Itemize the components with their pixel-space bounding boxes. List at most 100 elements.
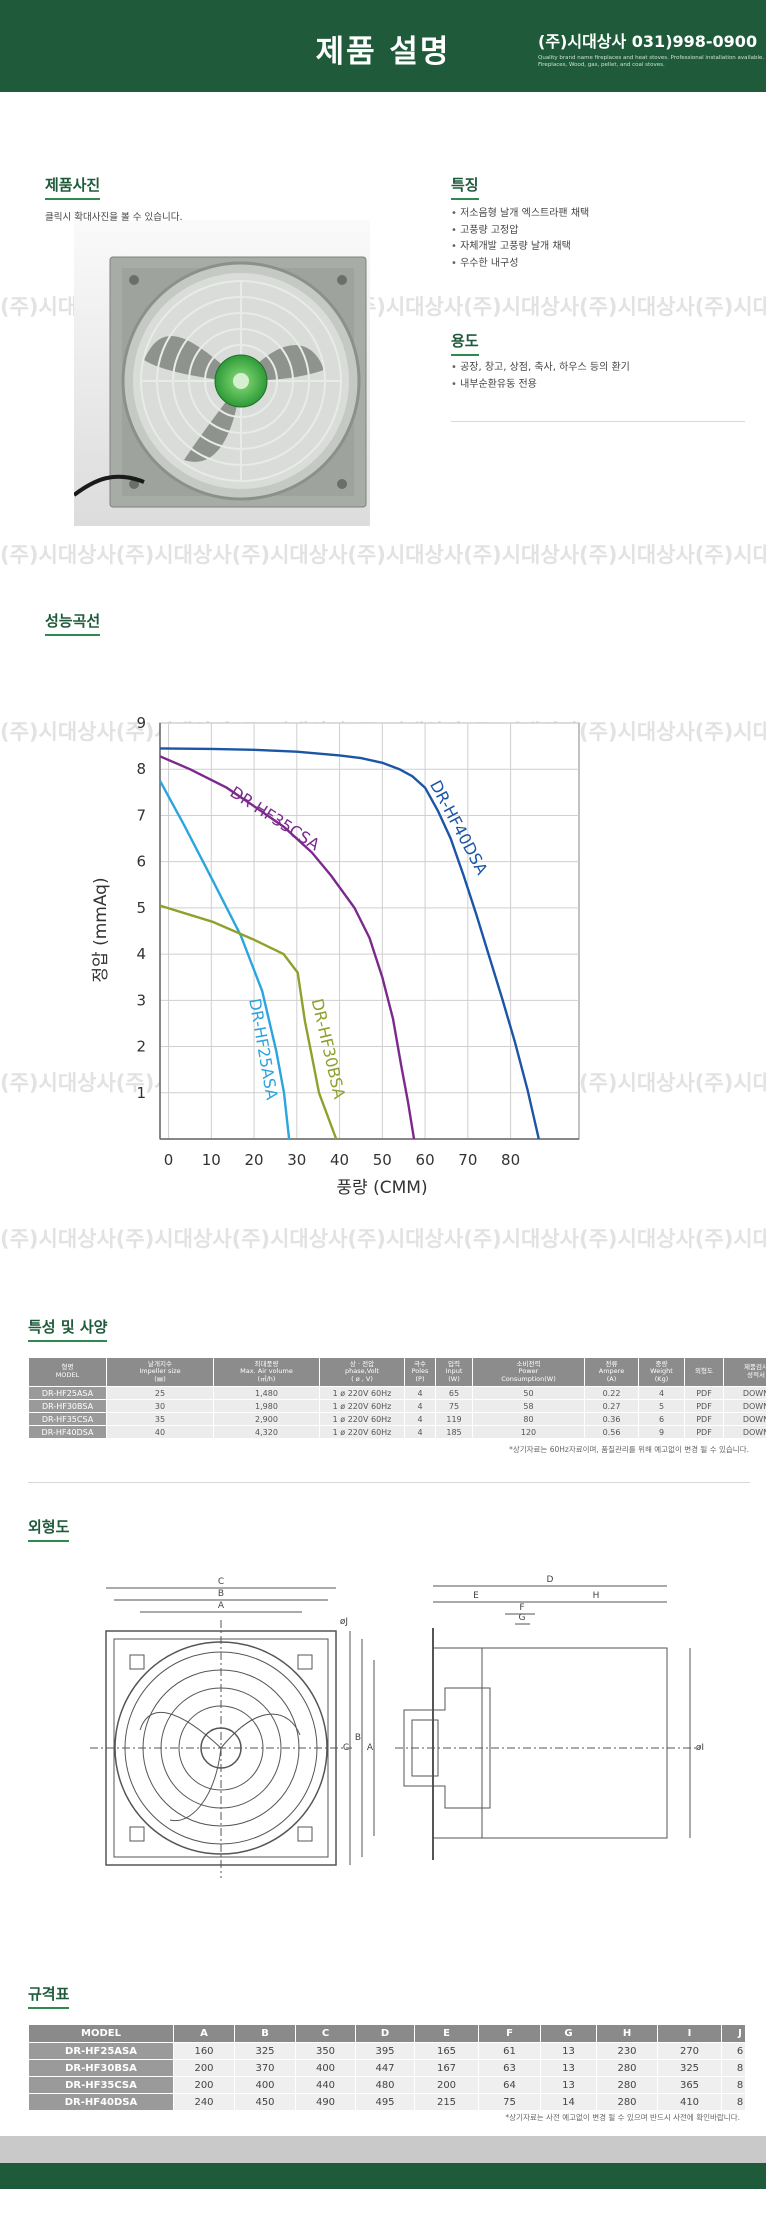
table-cell: DOWN: [723, 1425, 766, 1439]
list-item: 내부순환유동 전용: [451, 377, 630, 394]
y-tick-label: 5: [136, 899, 146, 917]
usage-list: 공장, 창고, 상점, 축사, 하우스 등의 환기내부순환유동 전용: [451, 360, 630, 393]
table-cell: 490: [295, 2093, 356, 2111]
table-header: 외형도: [684, 1357, 724, 1387]
table-row: 형명 MODEL 날개지수 Impeller size (㎜) 최대풍량 Max. …: [28, 1357, 766, 1387]
table-cell: 2,900: [213, 1412, 320, 1426]
y-tick-label: 4: [136, 945, 146, 963]
table-cell: 200: [414, 2076, 479, 2094]
dimension-label: B: [355, 1733, 361, 1743]
y-tick-label: 2: [136, 1038, 146, 1056]
table-header: A: [173, 2024, 235, 2043]
table-cell: 240: [173, 2093, 235, 2111]
table-cell: 61: [478, 2042, 541, 2060]
section-heading: 특성 및 사양: [28, 1316, 108, 1342]
watermark: (주)시대상사: [463, 1227, 579, 1251]
header-bar: [0, 0, 766, 92]
section-heading: 규격표: [28, 1983, 70, 2009]
spec-table-wrap: 형명 MODEL 날개지수 Impeller size (㎜) 최대풍량 Max. …: [28, 1357, 766, 1439]
table-header: 최대풍량 Max. Air volume (㎥/h): [213, 1357, 320, 1387]
watermark: (주)시대상사: [578, 295, 695, 319]
table-cell: 50: [472, 1386, 585, 1400]
table-cell: 365: [657, 2076, 722, 2094]
table-cell: 4: [404, 1386, 436, 1400]
table-cell: 167: [414, 2059, 479, 2077]
table-cell: 160: [173, 2042, 235, 2060]
watermark: (주)시대상사: [694, 720, 766, 744]
table-cell: 410: [657, 2093, 722, 2111]
watermark: (주)시대상사: [578, 1071, 695, 1095]
table-row: DR-HF25ASA 25 1,480 1 ø 220V 60Hz 4 65 50 0.22 4…: [28, 1386, 766, 1400]
table-cell: 13: [540, 2042, 597, 2060]
table-cell: 25: [106, 1386, 214, 1400]
table-header: 극수 Poles (P): [404, 1357, 436, 1387]
table-cell: 0.22: [584, 1386, 639, 1400]
table-cell: 215: [414, 2093, 479, 2111]
table-cell: 480: [355, 2076, 415, 2094]
table-header: 형명 MODEL: [28, 1357, 107, 1387]
table-cell: 13: [540, 2059, 597, 2077]
table-header: 소비전력 Power Consumption(W): [472, 1357, 585, 1387]
table-header: B: [234, 2024, 296, 2043]
dimension-label: H: [593, 1591, 600, 1601]
table-cell: 447: [355, 2059, 415, 2077]
tagline: Quality brand name fireplaces and heat s…: [538, 55, 765, 61]
y-tick-label: 8: [136, 760, 146, 778]
table-row: DR-HF40DSA 240 450 490 495 215 75 14 280 410 8: [28, 2093, 745, 2111]
product-photo[interactable]: [74, 220, 370, 526]
table-cell: 75: [478, 2093, 541, 2111]
watermark: (주)시대상사: [0, 720, 116, 744]
table-cell: 370: [234, 2059, 296, 2077]
table-cell: 400: [234, 2076, 296, 2094]
company-name: (주)시대상사 031)998-0900: [538, 32, 758, 51]
list-item: 공장, 창고, 상점, 축사, 하우스 등의 환기: [451, 360, 630, 377]
table-cell: DOWN: [723, 1412, 766, 1426]
dimension-label: øI: [696, 1743, 704, 1753]
watermark: (주)시대상사: [231, 1227, 348, 1251]
table-cell: DR-HF35CSA: [28, 1412, 107, 1426]
watermark-row: (주)시대상사(주)시대상사(주)시대상사(주)시대상사(주)시대상사(주)시대…: [0, 1223, 766, 1253]
table-row: DR-HF35CSA 35 2,900 1 ø 220V 60Hz 4 119 80 0.36…: [28, 1412, 766, 1426]
table-cell: 1 ø 220V 60Hz: [319, 1386, 405, 1400]
dimension-label: øJ: [340, 1617, 348, 1627]
y-tick-label: 6: [136, 853, 146, 871]
table-cell: 8: [721, 2059, 745, 2077]
dimension-label: F: [519, 1603, 524, 1613]
table-cell: DR-HF25ASA: [28, 1386, 107, 1400]
table-header: 입력 Input (W): [435, 1357, 473, 1387]
watermark: (주)시대상사: [694, 1071, 766, 1095]
series-line: [158, 780, 291, 1140]
table-cell: 325: [657, 2059, 722, 2077]
table-cell: 5: [638, 1399, 685, 1413]
watermark: (주)시대상사: [578, 720, 695, 744]
table-cell: 58: [472, 1399, 585, 1413]
table-cell: 75: [435, 1399, 473, 1413]
table-row: DR-HF30BSA 30 1,980 1 ø 220V 60Hz 4 75 58 0.27 5…: [28, 1399, 766, 1413]
table-cell: 1 ø 220V 60Hz: [319, 1399, 405, 1413]
list-item: 자체개발 고풍량 날개 채택: [451, 239, 589, 256]
table-cell: 35: [106, 1412, 214, 1426]
table-cell: 6: [721, 2042, 745, 2060]
dim-table: MODEL A B C D E F G H I J DR-HF25ASA 160 325 350 395 165…: [28, 2024, 745, 2111]
table-header: MODEL: [28, 2024, 174, 2043]
dimension-label: A: [367, 1743, 374, 1753]
table-cell: DR-HF30BSA: [28, 1399, 107, 1413]
y-axis-title: 정압 (mmAq): [91, 877, 111, 982]
x-tick-label: 60: [416, 1151, 435, 1169]
table-cell: 120: [472, 1425, 585, 1439]
table-header: 제품검사 성적서: [723, 1357, 766, 1387]
table-cell: 450: [234, 2093, 296, 2111]
table-cell: DR-HF40DSA: [28, 1425, 107, 1439]
table-cell: 185: [435, 1425, 473, 1439]
table-note: *상기자료는 60Hz자료이며, 품질관리를 위해 예고없이 변경 될 수 있습…: [509, 1445, 749, 1454]
list-item: 고풍량 고정압: [451, 223, 589, 240]
table-row: DR-HF35CSA 200 400 440 480 200 64 13 280 365 8: [28, 2076, 745, 2094]
table-cell: 1,480: [213, 1386, 320, 1400]
table-header: C: [295, 2024, 356, 2043]
watermark: (주)시대상사: [0, 1071, 116, 1095]
watermark: (주)시대상사: [694, 1227, 766, 1251]
watermark: (주)시대상사: [0, 1227, 116, 1251]
table-row: DR-HF40DSA 40 4,320 1 ø 220V 60Hz 4 185 120 0.5…: [28, 1425, 766, 1439]
